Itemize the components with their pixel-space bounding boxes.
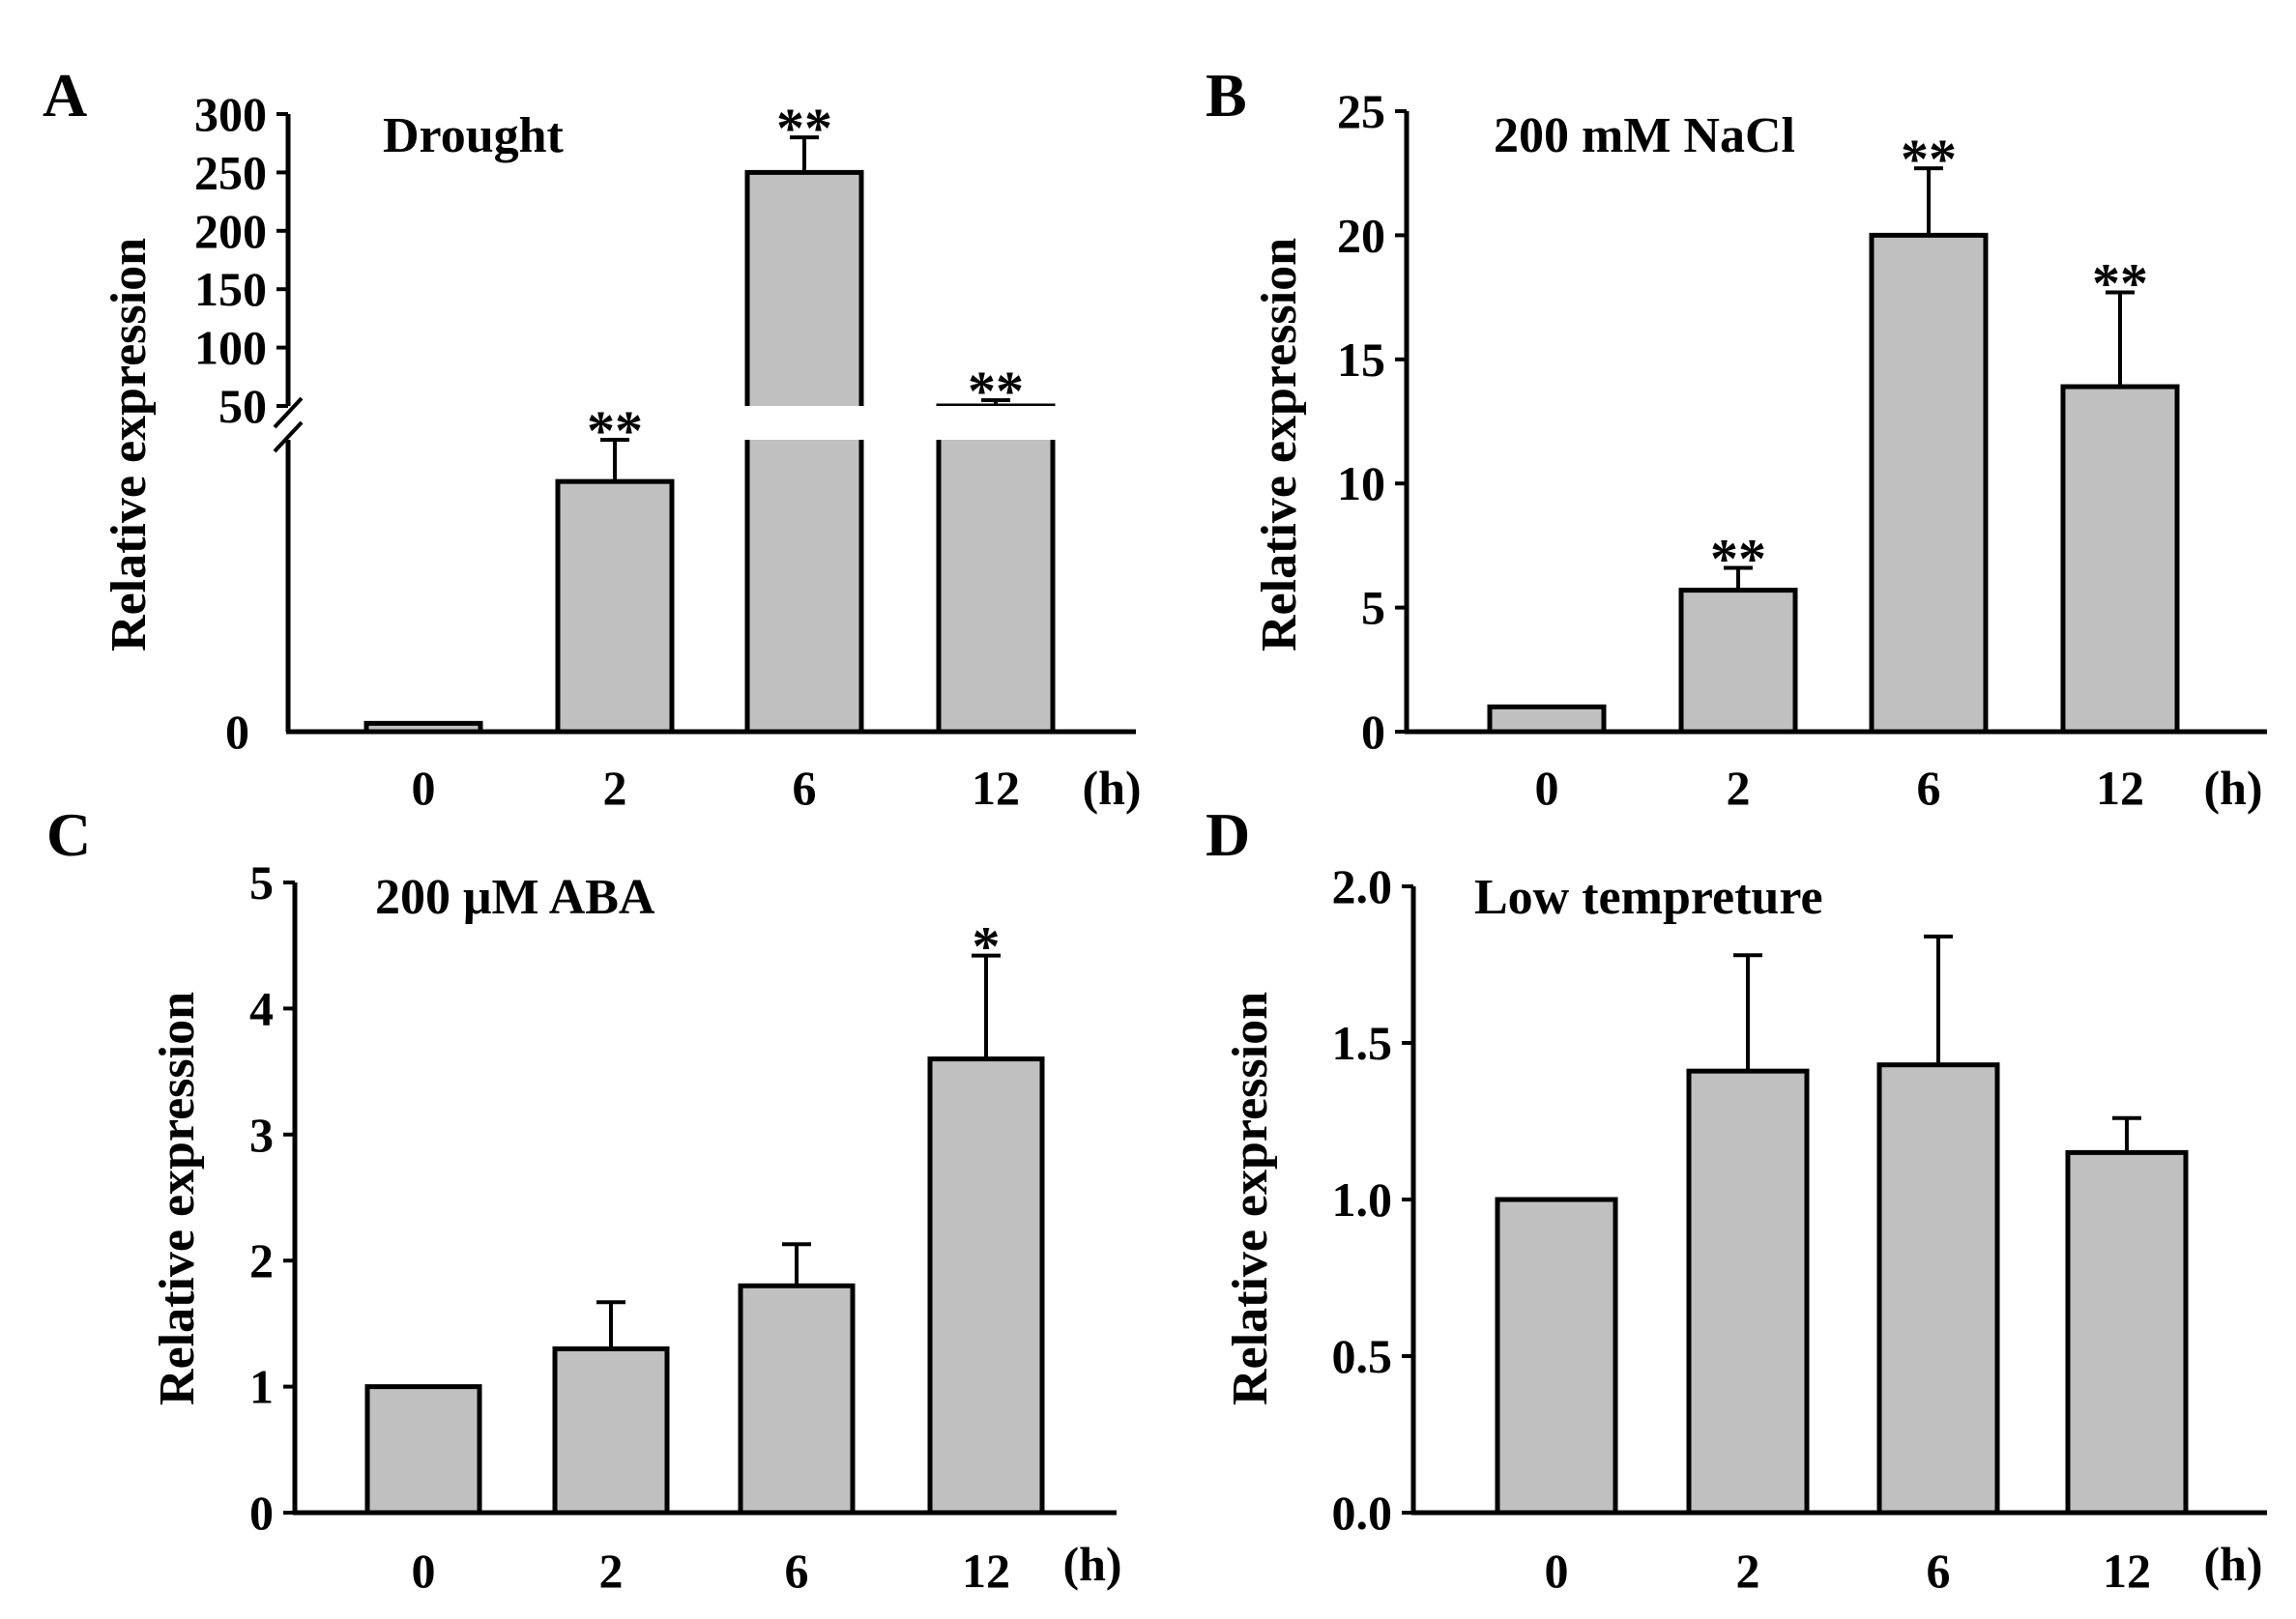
significance-mark-a: ** [587, 399, 643, 462]
x-axis-unit-d: (h) [2203, 1537, 2262, 1591]
bar-b-12h [2060, 384, 2180, 735]
y-tick-label-d: 1.5 [1332, 1016, 1393, 1070]
y-tick-label-a: 300 [194, 87, 267, 141]
y-tick-label-c: 5 [249, 855, 274, 910]
y-tick-label-c: 0 [249, 1486, 274, 1540]
chart-title-c: 200 μM ABA [375, 870, 655, 925]
y-tick-label-d: 0.0 [1332, 1486, 1393, 1540]
bar-b-2h [1678, 588, 1798, 735]
y-tick-label-b: 10 [1337, 456, 1385, 510]
y-tick-label-a: 50 [218, 379, 267, 433]
axis-break-mark-a [273, 396, 304, 429]
y-tick-label-b: 0 [1361, 705, 1385, 759]
bar-d-12h [2065, 1149, 2189, 1516]
bar-break-gap-a [935, 406, 1057, 440]
bar-b-0h [1487, 704, 1607, 735]
panel-letter-b: B [1206, 61, 1247, 130]
y-axis-label-d: Relative expression [1223, 992, 1278, 1405]
y-tick-label-a: 200 [194, 204, 267, 258]
x-axis-unit-b: (h) [2203, 761, 2262, 815]
y-tick-label-a: 150 [194, 262, 267, 316]
x-axis-unit-c: (h) [1062, 1537, 1121, 1591]
y-tick-label-a: 250 [194, 145, 267, 199]
significance-mark-b: ** [2092, 251, 2148, 314]
x-tick-label-d: 0 [1545, 1544, 1569, 1598]
y-tick-label-a: 100 [194, 321, 267, 375]
bar-d-0h [1495, 1197, 1618, 1516]
significance-mark-b: ** [1901, 128, 1957, 190]
y-tick-label-a: 0 [225, 705, 249, 759]
x-tick-label-b: 2 [1727, 761, 1751, 815]
bar-a-12h [936, 403, 1056, 735]
x-tick-label-b: 12 [2096, 761, 2144, 815]
x-axis-unit-a: (h) [1082, 761, 1141, 815]
significance-mark-a: ** [968, 360, 1024, 422]
x-tick-label-a: 2 [603, 761, 627, 815]
y-tick-label-b: 15 [1337, 332, 1385, 387]
significance-mark-b: ** [1710, 528, 1766, 591]
x-tick-label-a: 6 [793, 761, 817, 815]
bar-c-6h [738, 1283, 856, 1516]
panel-letter-a: A [43, 61, 87, 130]
x-tick-label-b: 6 [1917, 761, 1941, 815]
x-tick-label-c: 6 [785, 1544, 809, 1598]
y-tick-label-c: 3 [249, 1108, 274, 1162]
x-tick-label-c: 0 [412, 1544, 436, 1598]
y-axis-label-c: Relative expression [150, 992, 205, 1405]
y-axis-label-b: Relative expression [1252, 238, 1307, 651]
x-tick-label-a: 12 [972, 761, 1020, 815]
panel-letter-c: C [46, 800, 91, 869]
bar-b-6h [1869, 232, 1989, 735]
y-tick-label-c: 2 [249, 1233, 274, 1287]
y-tick-label-c: 1 [249, 1360, 274, 1414]
chart-title-a: Drought [383, 108, 565, 163]
bar-c-2h [552, 1345, 670, 1516]
x-tick-label-c: 2 [599, 1544, 624, 1598]
x-tick-label-b: 0 [1535, 761, 1559, 815]
chart-title-b: 200 mM NaCl [1494, 108, 1795, 163]
significance-mark-c: * [973, 915, 1001, 978]
bar-a-2h [555, 478, 675, 735]
bar-break-gap-a [743, 406, 865, 440]
x-tick-label-a: 0 [412, 761, 436, 815]
y-axis-label-a: Relative expression [102, 238, 157, 651]
y-tick-label-d: 1.0 [1332, 1172, 1393, 1227]
y-tick-label-d: 2.0 [1332, 859, 1393, 913]
y-tick-label-d: 0.5 [1332, 1329, 1393, 1383]
chart-title-d: Low tempreture [1474, 870, 1823, 925]
y-tick-label-c: 4 [249, 981, 274, 1035]
x-tick-label-d: 12 [2103, 1544, 2151, 1598]
bar-c-0h [364, 1384, 482, 1516]
bar-d-2h [1686, 1068, 1810, 1516]
panel-d: D Low tempreture Relative expression 0.0 0.5… [1206, 800, 2267, 1598]
y-tick-label-b: 20 [1337, 208, 1385, 262]
bar-a-0h [363, 720, 483, 735]
bar-c-12h [927, 1056, 1045, 1516]
panel-letter-d: D [1206, 800, 1250, 869]
x-tick-label-d: 6 [1927, 1544, 1951, 1598]
bar-a-6h [744, 169, 864, 735]
y-tick-label-b: 5 [1361, 581, 1385, 635]
x-tick-label-d: 2 [1736, 1544, 1760, 1598]
significance-mark-a: ** [776, 97, 832, 159]
y-tick-label-b: 25 [1337, 84, 1385, 138]
x-tick-label-c: 12 [962, 1544, 1010, 1598]
axis-break-mark-a [273, 420, 304, 453]
bar-d-6h [1876, 1062, 2000, 1516]
